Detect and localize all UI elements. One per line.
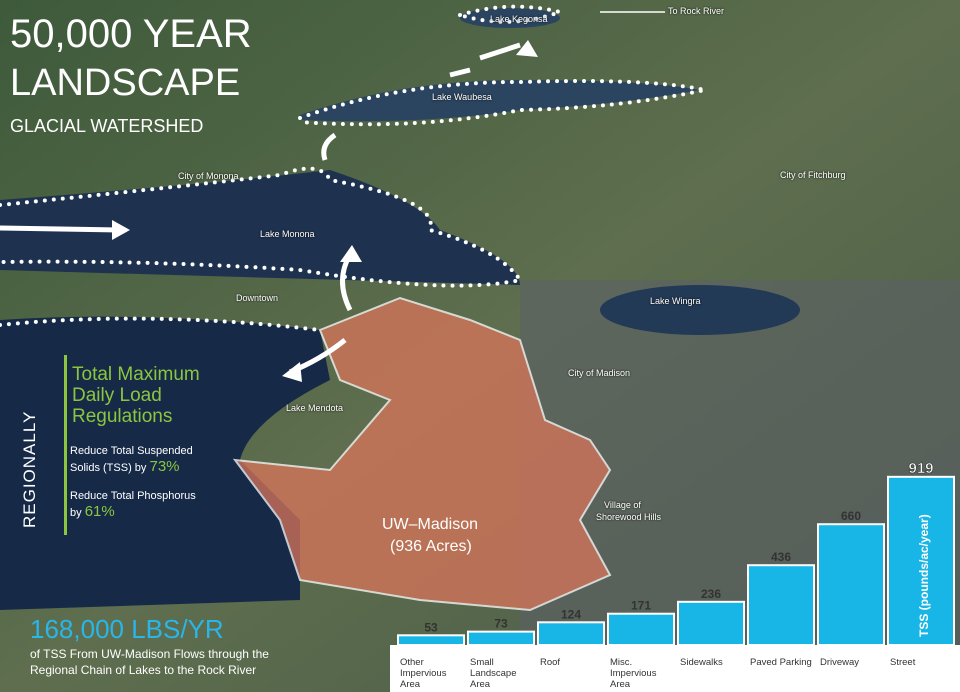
side-label: REGIONALLY xyxy=(20,410,39,528)
footer-headline: 168,000 LBS/YR xyxy=(30,614,224,644)
reg-heading: Total Maximum Daily Load Regulations xyxy=(72,364,200,427)
subtitle: GLACIAL WATERSHED xyxy=(10,116,204,136)
bar xyxy=(887,475,955,646)
campus-area xyxy=(232,296,612,612)
value-label: 919 xyxy=(908,460,933,477)
map-label: City of Madison xyxy=(568,368,631,378)
category-label: Roof xyxy=(540,657,561,668)
percent: 61% xyxy=(84,503,115,520)
bar xyxy=(397,634,465,647)
percent: 73% xyxy=(149,458,180,475)
footer-text: of TSS From UW-Madison Flows through the xyxy=(30,647,269,661)
text: Total Maximum xyxy=(72,364,200,385)
bar xyxy=(607,612,675,646)
text: Solids (TSS) by 73% xyxy=(70,459,193,476)
category-label: Misc. Impervious Area xyxy=(610,657,657,690)
bar xyxy=(747,564,815,646)
category-label: Sidewalks xyxy=(680,657,723,668)
map-label: Lake Monona xyxy=(260,229,315,239)
lake-wingra xyxy=(600,285,800,335)
chart-label-band xyxy=(390,645,960,692)
text: by xyxy=(70,507,82,519)
campus-label: UW–Madison xyxy=(382,516,479,533)
title-line1: 50,000 YEAR xyxy=(10,12,252,56)
accent-bar xyxy=(64,355,67,535)
value-label: 171 xyxy=(631,599,651,613)
footer-text: Regional Chain of Lakes to the Rock Rive… xyxy=(30,663,257,677)
campus-area-label: (936 Acres) xyxy=(390,538,472,555)
value-label: 436 xyxy=(771,550,791,564)
bar xyxy=(537,621,605,646)
tss-text: Reduce Total Suspended Solids (TSS) by 7… xyxy=(70,443,193,476)
value-label: 73 xyxy=(494,617,508,631)
arrow-heads xyxy=(112,40,538,382)
y-axis-label: TSS (pounds/ac/year) xyxy=(917,514,931,637)
category-label: Small Landscape Area xyxy=(470,657,517,690)
map-label: City of Fitchburg xyxy=(780,170,846,180)
map-label: Lake Mendota xyxy=(286,403,344,413)
map-label: Downtown xyxy=(236,293,279,303)
text: Reduce Total Suspended xyxy=(70,445,193,457)
category-label: Street xyxy=(890,657,916,668)
bar xyxy=(467,630,535,646)
value-label: 236 xyxy=(701,587,721,601)
map-label: Lake Kegonsa xyxy=(490,14,548,24)
text: by 61% xyxy=(70,504,196,521)
text: Regulations xyxy=(72,406,173,427)
value-label: 660 xyxy=(841,509,861,523)
map-label: To Rock River xyxy=(668,6,725,16)
map-label: Lake Waubesa xyxy=(432,92,492,102)
bar xyxy=(677,600,745,647)
text: Reduce Total Phosphorus xyxy=(70,490,196,502)
category-label: Other Impervious Area xyxy=(400,657,447,690)
lake-monona xyxy=(0,170,520,285)
category-label: Paved Parking xyxy=(750,657,812,668)
map-label: Lake Wingra xyxy=(650,296,701,306)
title-line2: LANDSCAPE xyxy=(10,62,241,104)
watershed-outline xyxy=(0,4,706,332)
text: Solids (TSS) by xyxy=(70,462,147,474)
value-label: 124 xyxy=(561,607,581,621)
value-label: 53 xyxy=(424,620,438,634)
map-label: Shorewood Hills xyxy=(596,512,662,522)
lake-mendota xyxy=(0,316,330,610)
text: Daily Load xyxy=(72,385,162,406)
bar xyxy=(817,523,885,646)
map-label: Village of xyxy=(604,500,641,510)
category-label: Driveway xyxy=(820,657,860,668)
lake-waubesa xyxy=(300,80,700,122)
lake-kegonsa xyxy=(460,8,560,28)
phosphorus-text: Reduce Total Phosphorus by 61% xyxy=(70,488,196,521)
map-label: City of Monona xyxy=(178,171,239,181)
